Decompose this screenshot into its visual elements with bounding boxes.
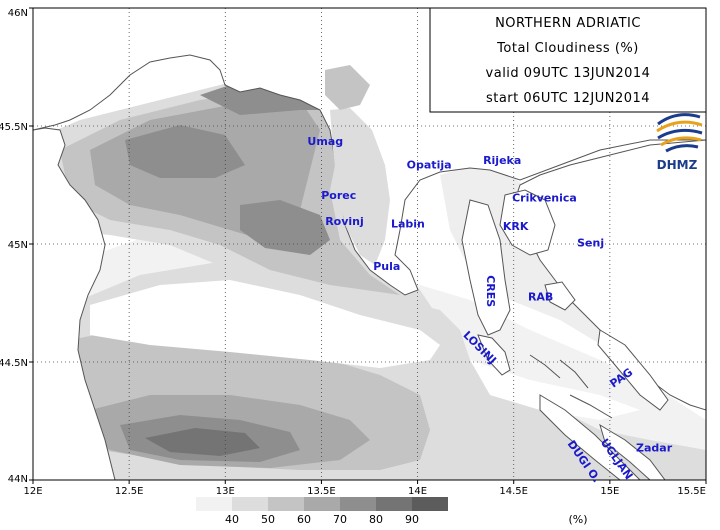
- ugljan-island: [599, 423, 666, 480]
- place-label: Umag: [307, 135, 343, 148]
- cres-island: [461, 199, 511, 336]
- rab-island: [544, 281, 576, 311]
- place-label: Opatija: [407, 158, 452, 171]
- y-axis: 46N 45.5N 45N 44.5N 44N: [0, 7, 33, 485]
- legend-level-label: 60: [297, 513, 311, 526]
- place-label: Porec: [321, 189, 356, 202]
- legend-swatch: [304, 497, 340, 511]
- y-tick-label: 44N: [8, 474, 28, 485]
- losinj-island: [477, 334, 511, 376]
- cloud-band-90: [145, 428, 260, 456]
- cloud-core-1: [125, 125, 245, 178]
- title-region: NORTHERN ADRIATIC: [495, 16, 641, 31]
- x-axis: 12E 12.5E 13E 13.5E 14E 14.5E 15E 15.5E: [23, 480, 707, 497]
- legend-swatch: [376, 497, 412, 511]
- place-label: Labin: [391, 217, 425, 230]
- legend-unit: (%): [568, 513, 587, 526]
- title-start: start 06UTC 12JUN2014: [486, 91, 650, 106]
- y-tick-label: 45N: [8, 240, 28, 251]
- x-tick-label: 12E: [23, 486, 42, 497]
- dhmz-logo: DHMZ: [656, 113, 703, 172]
- x-tick-label: 15E: [600, 486, 619, 497]
- x-tick-label: 14E: [408, 486, 427, 497]
- y-tick-label: 46N: [8, 8, 28, 19]
- x-tick-label: 12.5E: [115, 486, 144, 497]
- legend-swatch: [412, 497, 448, 511]
- x-tick-label: 13.5E: [307, 486, 336, 497]
- dhmz-logo-text: DHMZ: [657, 158, 698, 172]
- istria-cloud-dark: [325, 65, 370, 110]
- legend-level-label: 40: [225, 513, 239, 526]
- place-label: CRES: [484, 275, 497, 307]
- legend-swatch: [268, 497, 304, 511]
- place-label: Zadar: [636, 442, 673, 455]
- clear-band-east: [470, 360, 640, 420]
- coast-islets: [529, 354, 613, 419]
- place-label: Senj: [577, 236, 604, 249]
- pag-island: [597, 329, 669, 411]
- istria-cloud: [330, 108, 390, 265]
- clear-band: [90, 280, 440, 368]
- place-label: RAB: [528, 291, 553, 304]
- x-tick-label: 14.5E: [499, 486, 528, 497]
- cloud-core-2: [240, 200, 330, 255]
- legend: 40 50 60 70 80 90: [196, 497, 448, 526]
- legend-level-label: 50: [261, 513, 275, 526]
- dhmz-logo-mark: [656, 113, 703, 153]
- title-valid: valid 09UTC 13JUN2014: [486, 66, 651, 81]
- place-label: Pula: [373, 260, 400, 273]
- x-tick-label: 13E: [216, 486, 235, 497]
- place-label: Rovinj: [325, 215, 364, 228]
- y-tick-label: 45.5N: [0, 122, 28, 133]
- title-box: NORTHERN ADRIATIC Total Cloudiness (%) v…: [429, 7, 707, 113]
- title-variable: Total Cloudiness (%): [496, 41, 639, 56]
- legend-swatch: [232, 497, 268, 511]
- dugi-island: [539, 394, 641, 480]
- legend-level-label: 70: [333, 513, 347, 526]
- place-label: Rijeka: [483, 154, 521, 167]
- grid: [33, 8, 706, 480]
- krk-island: [499, 189, 556, 256]
- legend-level-label: 80: [369, 513, 383, 526]
- legend-level-label: 90: [405, 513, 419, 526]
- croatia-coast-land: [514, 139, 706, 411]
- place-label: Crikvenica: [512, 192, 577, 205]
- y-tick-label: 44.5N: [0, 358, 28, 369]
- legend-swatch: [340, 497, 376, 511]
- legend-swatch: [196, 497, 232, 511]
- place-label: KRK: [503, 220, 529, 233]
- x-tick-label: 15.5E: [677, 486, 706, 497]
